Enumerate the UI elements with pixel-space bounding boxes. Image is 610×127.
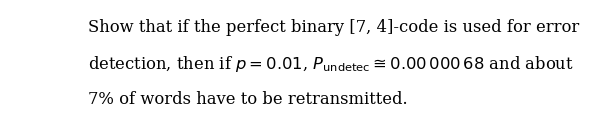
Text: detection, then if $p = 0.01$, $P_{\mathrm{undetec}} \cong 0.00\,000\,68$ and ab: detection, then if $p = 0.01$, $P_{\math…: [88, 53, 575, 74]
Text: Show that if the perfect binary [7, 4]-code is used for error: Show that if the perfect binary [7, 4]-c…: [88, 19, 580, 36]
Text: 7% of words have to be retransmitted.: 7% of words have to be retransmitted.: [88, 91, 408, 108]
